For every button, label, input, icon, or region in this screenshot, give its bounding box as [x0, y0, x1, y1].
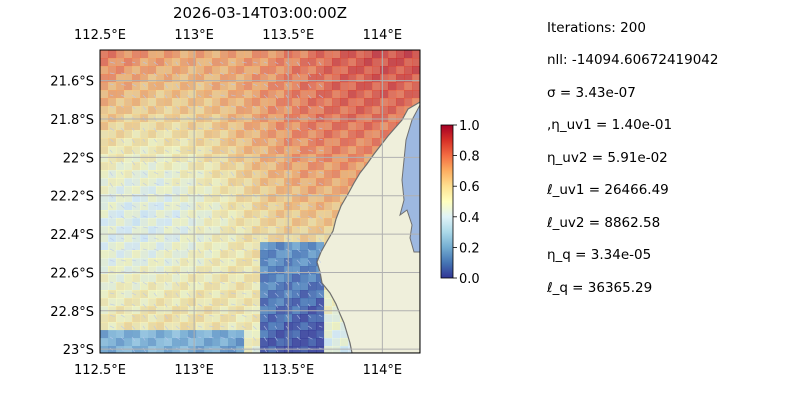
colorbar-gradient [440, 124, 454, 279]
colorbar-tick-label: 1.0 [459, 119, 480, 134]
x-tick-label-top: 112.5°E [74, 28, 126, 43]
param-nll: nll: -14094.60672419042 [547, 52, 719, 68]
map-area [100, 50, 420, 353]
x-axis-bottom: 112.5°E 113°E 113.5°E 114°E [74, 363, 402, 378]
param-sigma: σ = 3.43e-07 [547, 85, 636, 101]
lagoon [399, 104, 420, 253]
x-tick-label-bottom: 113.5°E [262, 363, 314, 378]
land-mass [316, 101, 420, 353]
colorbar-tick-label: 0.6 [459, 180, 480, 195]
graticule [100, 50, 420, 353]
y-tick-label: 22.8°S [50, 305, 94, 320]
y-tick-label: 23°S [63, 343, 94, 358]
x-tick-label-top: 113.5°E [262, 28, 314, 43]
param-eta-uv2: η_uv2 = 5.91e-02 [547, 150, 668, 166]
param-ell-uv1: ℓ_uv1 = 26466.49 [547, 182, 669, 198]
param-iterations: Iterations: 200 [547, 20, 646, 36]
x-tick-label-bottom: 113°E [174, 363, 214, 378]
map-frame [99, 49, 421, 354]
y-tick-label: 22.4°S [50, 228, 94, 243]
colorbar-tick-label: 0.8 [459, 150, 480, 165]
velocity-arrows [109, 61, 324, 353]
colorbar: 1.0 0.8 0.6 0.4 0.2 0.0 [440, 119, 480, 287]
x-tick-label-top: 113°E [174, 28, 214, 43]
colorbar-ticks: 1.0 0.8 0.6 0.4 0.2 0.0 [453, 119, 480, 287]
colorbar-tick-label: 0.4 [459, 211, 480, 226]
y-tick-label: 22°S [63, 151, 94, 166]
colorbar-tick-label: 0.2 [459, 241, 480, 256]
y-tick-label: 22.2°S [50, 190, 94, 205]
chart-title: 2026-03-14T03:00:00Z [173, 4, 347, 22]
x-tick-label-bottom: 112.5°E [74, 363, 126, 378]
x-tick-label-top: 114°E [363, 28, 403, 43]
param-ell-uv2: ℓ_uv2 = 8862.58 [547, 215, 661, 231]
param-eta-uv1: ,η_uv1 = 1.40e-01 [547, 117, 673, 133]
param-eta-q: η_q = 3.34e-05 [547, 247, 652, 263]
y-tick-label: 22.6°S [50, 266, 94, 281]
x-axis-top: 112.5°E 113°E 113.5°E 114°E [74, 28, 402, 43]
param-ell-q: ℓ_q = 36365.29 [547, 280, 653, 296]
y-tick-label: 21.8°S [50, 113, 94, 128]
x-tick-label-bottom: 114°E [363, 363, 403, 378]
y-axis-left: 21.6°S 21.8°S 22°S 22.2°S 22.4°S 22.6°S 22.8°S… [50, 75, 94, 358]
colorbar-tick-label: 0.0 [459, 272, 480, 287]
y-tick-label: 21.6°S [50, 75, 94, 90]
